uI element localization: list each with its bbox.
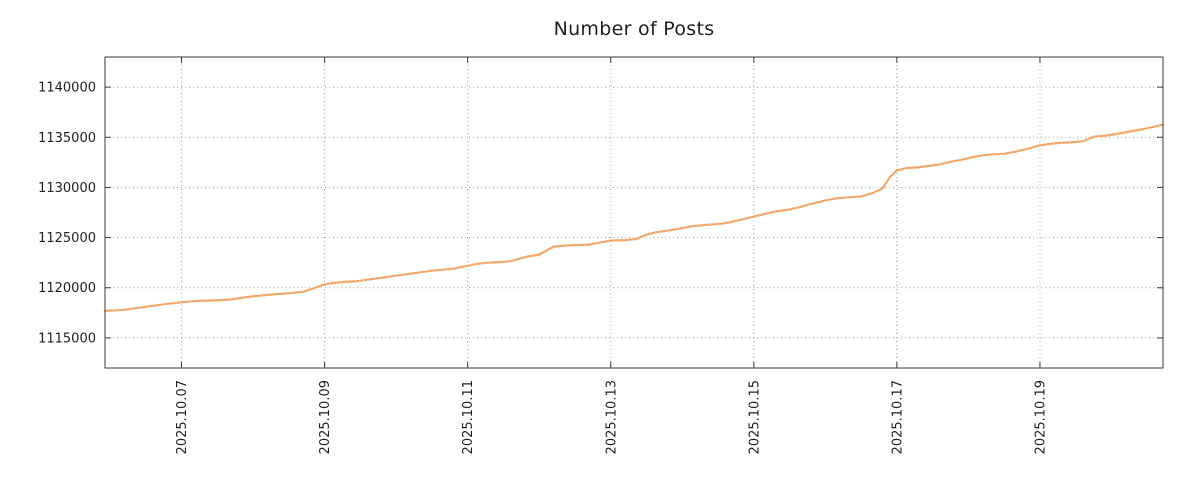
- x-tick-label: 2025.10.11: [461, 380, 476, 454]
- y-tick-label: 1115000: [38, 331, 96, 346]
- y-tick-label: 1135000: [38, 131, 96, 146]
- y-tick-label: 1120000: [38, 281, 96, 296]
- chart-title: Number of Posts: [553, 18, 715, 40]
- x-tick-label: 2025.10.07: [175, 380, 190, 454]
- x-tick-label: 2025.10.19: [1033, 380, 1048, 454]
- y-tick-label: 1130000: [38, 181, 96, 196]
- y-tick-label: 1140000: [38, 81, 96, 96]
- y-tick-label: 1125000: [38, 231, 96, 246]
- x-tick-label: 2025.10.15: [747, 380, 762, 454]
- x-tick-label: 2025.10.09: [318, 380, 333, 454]
- x-tick-label: 2025.10.17: [890, 380, 905, 454]
- plot-border: [104, 56, 1164, 369]
- data-line: [103, 123, 1165, 312]
- x-tick-label: 2025.10.13: [604, 380, 619, 454]
